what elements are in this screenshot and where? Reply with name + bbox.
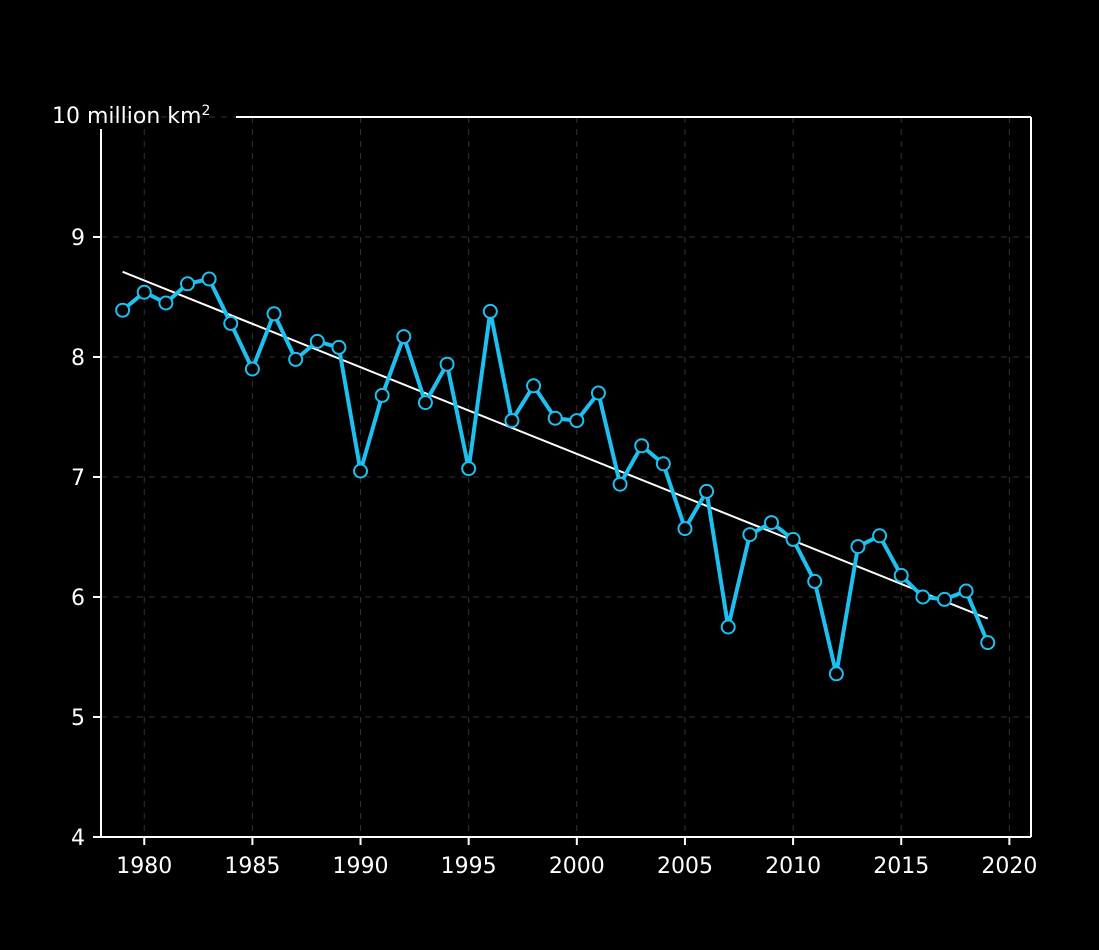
data-point-2012: [828, 666, 844, 682]
data-point-2013: [850, 539, 866, 555]
x-tick-label-1995: 1995: [441, 854, 497, 879]
data-point-2001: [590, 385, 606, 401]
data-point-2008: [742, 527, 758, 543]
data-point-1988: [309, 333, 325, 349]
unit-label-superscript: 2: [201, 103, 210, 119]
data-point-2007: [720, 619, 736, 635]
data-point-1985: [244, 361, 260, 377]
data-point-1995: [461, 461, 477, 477]
x-tick-label-2020: 2020: [981, 854, 1037, 879]
data-point-2010: [785, 531, 801, 547]
data-point-1993: [417, 395, 433, 411]
data-point-2016: [915, 589, 931, 605]
y-tick-label-5: 5: [71, 706, 85, 731]
data-point-2009: [763, 515, 779, 531]
x-tick-label-2015: 2015: [873, 854, 929, 879]
data-point-2011: [807, 573, 823, 589]
x-tick-label-1980: 1980: [116, 854, 172, 879]
y-tick-label-4: 4: [71, 826, 85, 851]
data-point-1992: [396, 329, 412, 345]
data-point-1994: [439, 356, 455, 372]
data-point-1998: [526, 378, 542, 394]
y-axis-ticks: 4 5 6 7 8 9: [71, 226, 101, 851]
data-point-1986: [266, 306, 282, 322]
data-point-1990: [353, 463, 369, 479]
data-point-1989: [331, 339, 347, 355]
data-point-2018: [958, 583, 974, 599]
data-point-1982: [180, 276, 196, 292]
data-point-2003: [634, 438, 650, 454]
x-axis-ticks: 1980 1985 1990 1995 2000 2005 2010 2015 2020: [116, 837, 1037, 879]
data-point-2015: [893, 567, 909, 583]
data-point-2005: [677, 521, 693, 537]
data-point-1987: [288, 351, 304, 367]
series-group: [115, 271, 996, 682]
data-point-2017: [936, 591, 952, 607]
x-tick-label-2005: 2005: [657, 854, 713, 879]
data-point-1999: [547, 410, 563, 426]
data-point-2019: [980, 635, 996, 651]
data-point-2014: [872, 528, 888, 544]
data-point-1997: [504, 413, 520, 429]
y-tick-label-8: 8: [71, 346, 85, 371]
x-tick-label-1990: 1990: [333, 854, 389, 879]
x-tick-label-2000: 2000: [549, 854, 605, 879]
data-point-1983: [201, 271, 217, 287]
grid: [101, 116, 1031, 838]
data-point-2004: [655, 456, 671, 472]
x-tick-label-2010: 2010: [765, 854, 821, 879]
data-point-1996: [482, 303, 498, 319]
data-point-2002: [612, 476, 628, 492]
data-point-2006: [699, 483, 715, 499]
data-point-2000: [569, 413, 585, 429]
y-tick-label-9: 9: [71, 226, 85, 251]
data-point-1981: [158, 295, 174, 311]
data-point-1991: [374, 387, 390, 403]
data-point-1979: [115, 302, 131, 318]
unit-label-prefix: 10 million km: [52, 104, 201, 129]
axes: [100, 116, 1032, 838]
data-point-1984: [223, 315, 239, 331]
y-tick-label-7: 7: [71, 466, 85, 491]
data-point-1980: [136, 284, 152, 300]
y-tick-label-6: 6: [71, 586, 85, 611]
x-tick-label-1985: 1985: [224, 854, 280, 879]
y-axis-unit-label: 10 million km2: [52, 103, 210, 129]
